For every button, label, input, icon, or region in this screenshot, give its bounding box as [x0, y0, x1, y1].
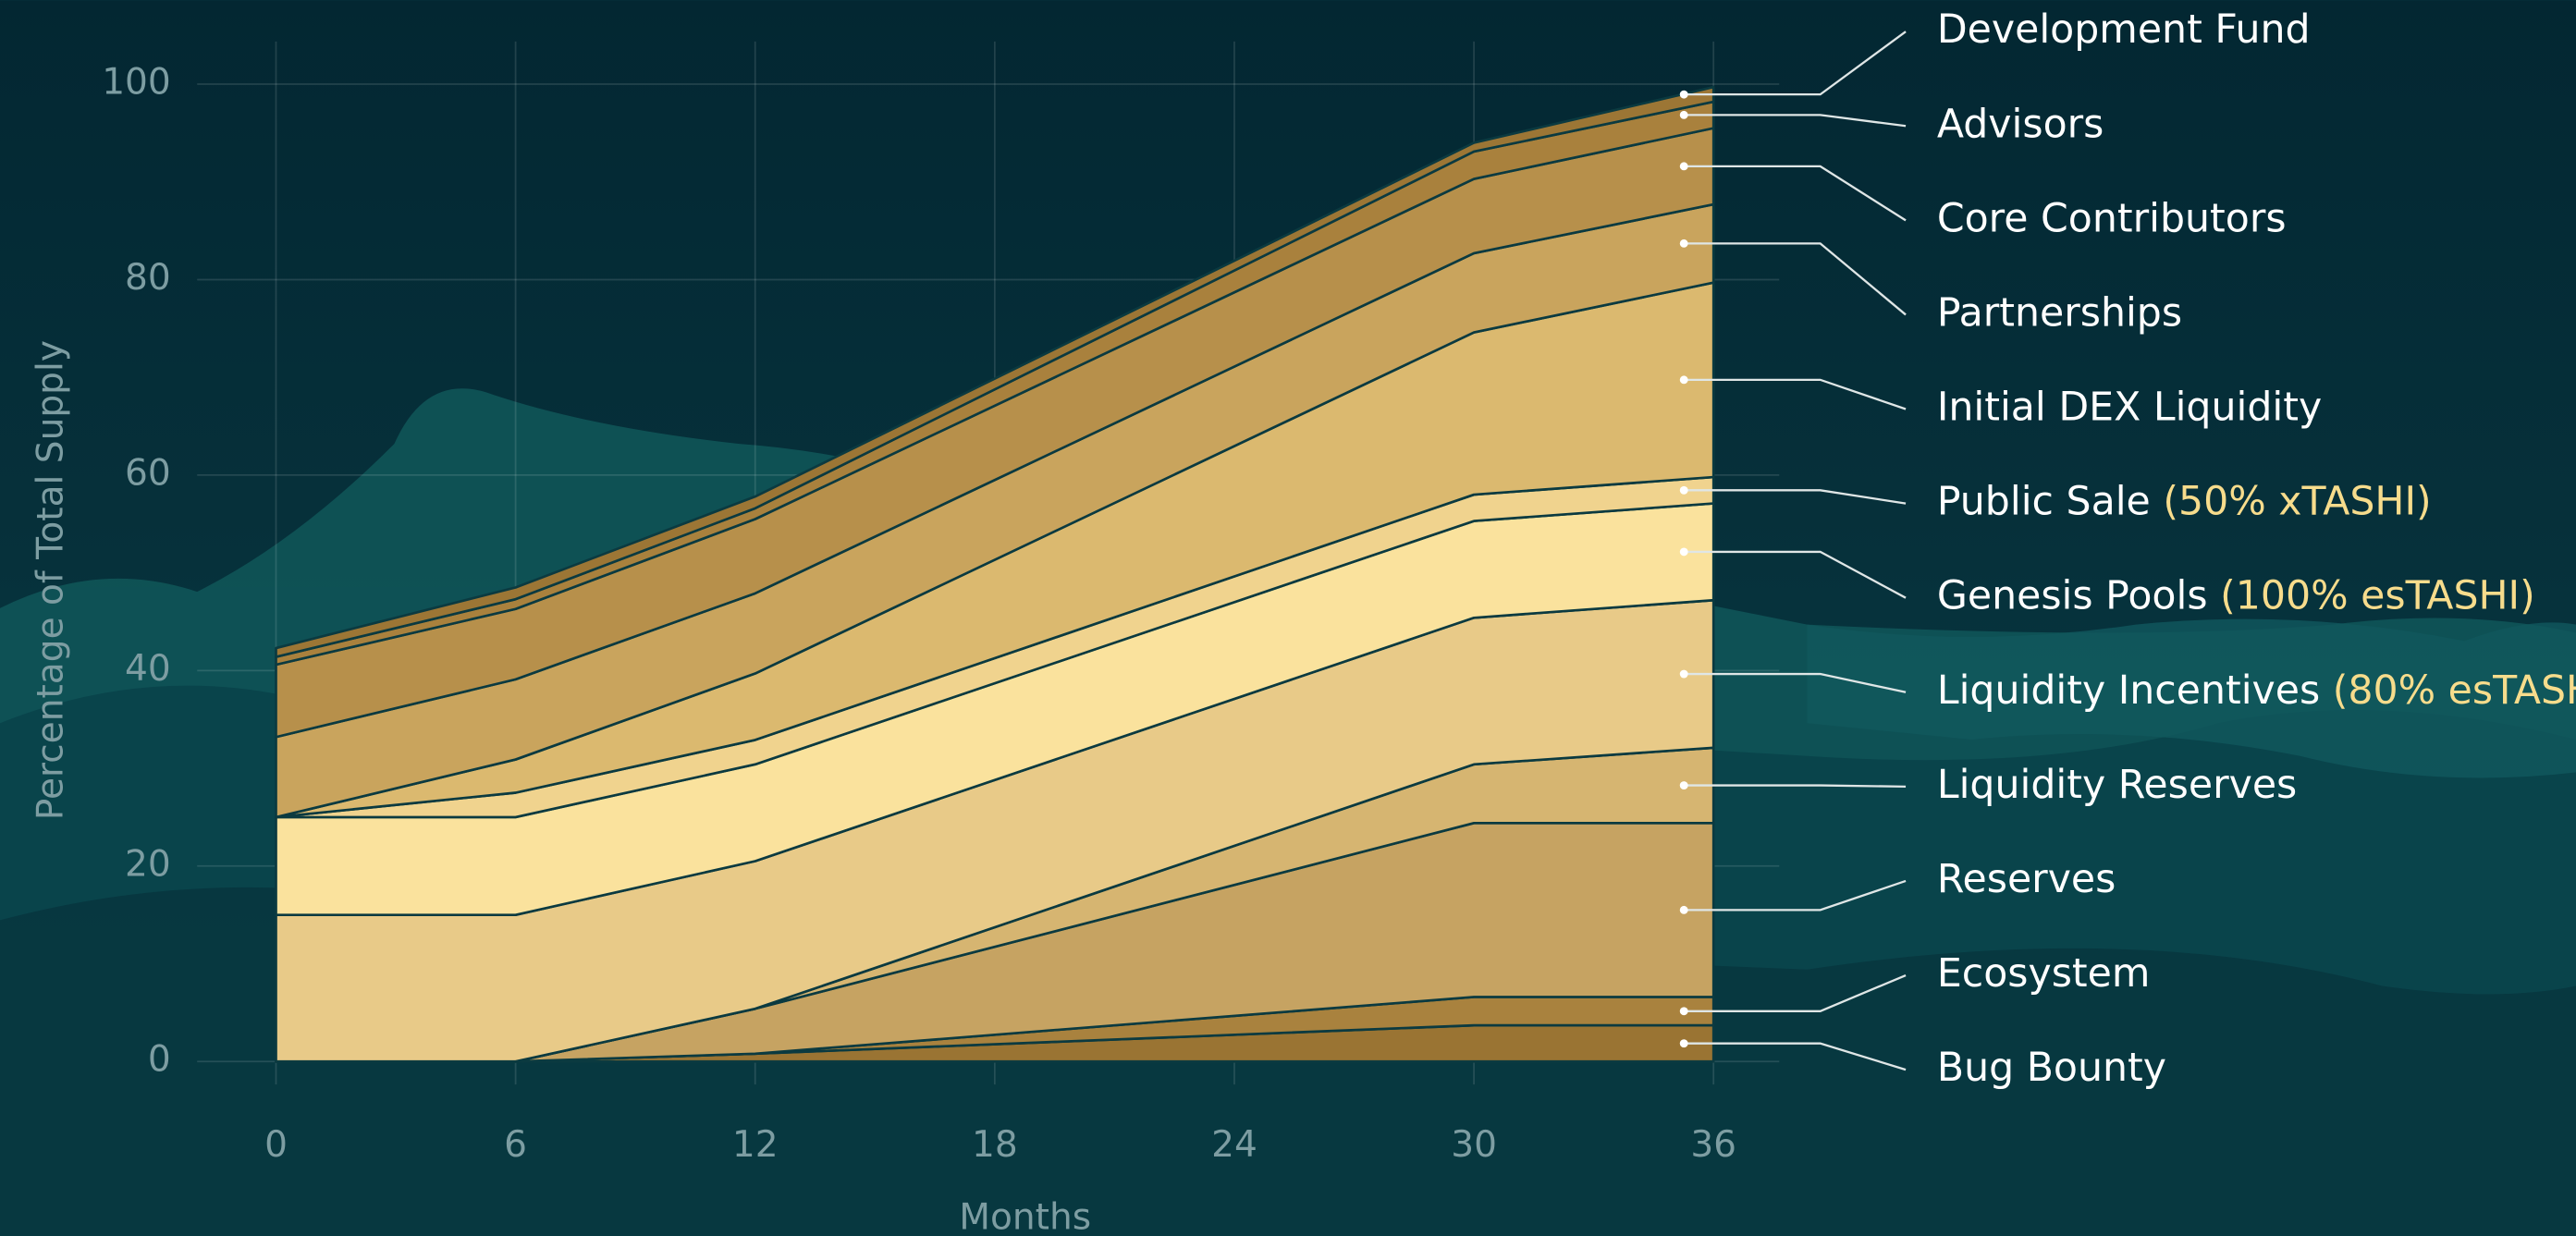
- legend-note: (50% xTASHI): [2163, 478, 2431, 524]
- y-tick-label: 40: [125, 648, 171, 690]
- x-tick-label: 30: [1451, 1124, 1497, 1166]
- legend-label: Bug Bounty: [1937, 1045, 2166, 1091]
- x-tick-label: 12: [732, 1124, 779, 1166]
- y-tick-label: 0: [148, 1039, 171, 1081]
- legend-label: Initial DEX Liquidity: [1937, 384, 2322, 430]
- legend-name: Core Contributors: [1937, 195, 2287, 241]
- legend-name: Initial DEX Liquidity: [1937, 384, 2322, 430]
- x-axis-label: Months: [959, 1196, 1091, 1236]
- legend-name: Public Sale: [1937, 478, 2151, 524]
- legend-dot: [1680, 486, 1688, 495]
- x-tick-label: 0: [264, 1124, 288, 1166]
- legend-name: Development Fund: [1937, 6, 2311, 53]
- legend-name: Ecosystem: [1937, 950, 2151, 997]
- legend-name: Bug Bounty: [1937, 1045, 2166, 1091]
- legend-dot: [1680, 162, 1688, 170]
- legend-dot: [1680, 375, 1688, 384]
- legend-name: Partnerships: [1937, 289, 2182, 336]
- legend-label: Development Fund: [1937, 6, 2311, 53]
- legend-dot: [1680, 111, 1688, 119]
- legend-name: Advisors: [1937, 101, 2104, 147]
- chart: 0 20 40 60 80 100 0 6 12 18 24 30 36 Bug Bounty Ecosy…: [0, 0, 2576, 1236]
- legend-note: (80% esTASHI): [2333, 667, 2576, 713]
- y-axis-label: Percentage of Total Supply: [31, 340, 72, 820]
- legend-label: Liquidity Reserves: [1937, 761, 2297, 807]
- legend-leader: [1684, 786, 1906, 787]
- legend-label: Advisors: [1937, 101, 2104, 147]
- legend-dot: [1680, 239, 1688, 248]
- y-tick-label: 80: [125, 257, 171, 299]
- x-tick-label: 6: [504, 1124, 527, 1166]
- legend-name: Liquidity Incentives: [1937, 667, 2320, 713]
- y-tick-label: 60: [125, 452, 171, 494]
- legend-dot: [1680, 547, 1688, 556]
- legend-label: Liquidity Incentives (80% esTASHI): [1937, 667, 2576, 713]
- legend-dot: [1680, 91, 1688, 99]
- legend-note: (100% esTASHI): [2220, 572, 2535, 618]
- x-tick-label: 18: [972, 1124, 1018, 1166]
- legend-label: Public Sale (50% xTASHI): [1937, 478, 2432, 524]
- legend-dot: [1680, 906, 1688, 914]
- legend-dot: [1680, 1039, 1688, 1047]
- legend-label: Core Contributors: [1937, 195, 2287, 241]
- legend-name: Reserves: [1937, 855, 2116, 901]
- y-tick-label: 100: [102, 62, 171, 104]
- legend-name: Genesis Pools: [1937, 572, 2208, 618]
- legend-name: Liquidity Reserves: [1937, 761, 2297, 807]
- legend-dot: [1680, 1007, 1688, 1015]
- y-tick-label: 20: [125, 843, 171, 885]
- legend-label: Ecosystem: [1937, 950, 2151, 997]
- legend-label: Genesis Pools (100% esTASHI): [1937, 572, 2535, 618]
- legend-label: Partnerships: [1937, 289, 2182, 336]
- legend-dot: [1680, 781, 1688, 789]
- legend-label: Reserves: [1937, 855, 2116, 901]
- x-tick-label: 36: [1690, 1124, 1736, 1166]
- x-tick-label: 24: [1211, 1124, 1257, 1166]
- legend-dot: [1680, 670, 1688, 679]
